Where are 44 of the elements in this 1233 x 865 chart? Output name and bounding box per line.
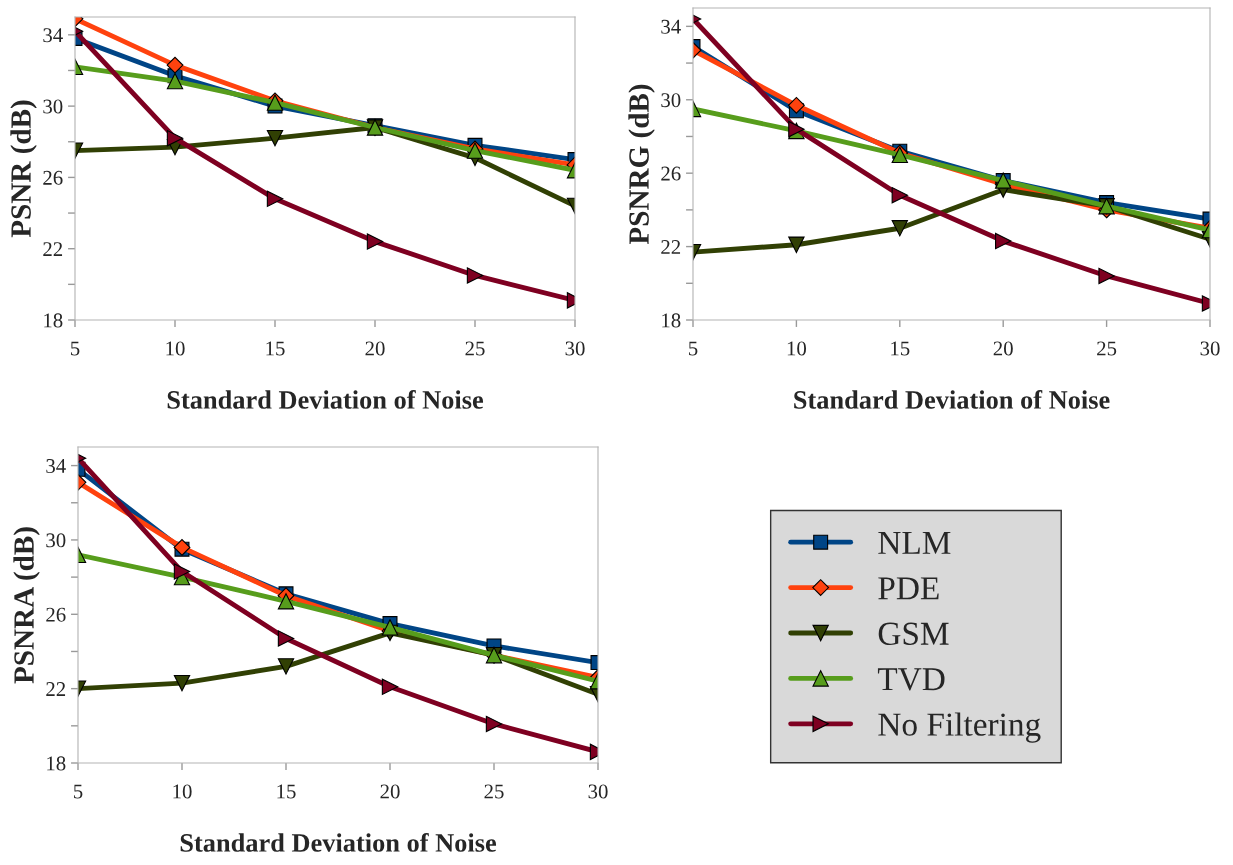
y-tick-label: 18 (44, 313, 63, 328)
y-tick-label: 26 (46, 607, 66, 622)
x-tick-label: 20 (993, 341, 1013, 356)
x-tick-label: 15 (891, 341, 910, 356)
legend-label: GSM (878, 622, 949, 645)
x-tick-label: 20 (380, 784, 400, 799)
y-tick-label: 22 (46, 682, 66, 696)
y-tick-label: 34 (43, 28, 63, 43)
y-tick-label: 26 (661, 166, 681, 181)
y-axis-title: PSNRG (dB) (628, 84, 655, 245)
legend-label: TVD (877, 668, 945, 691)
x-tick-label: 10 (166, 341, 185, 356)
x-tick-label: 25 (465, 341, 485, 356)
x-tick-label: 25 (484, 784, 504, 799)
y-axis-title: PSNR (dB) (10, 100, 37, 238)
x-tick-label: 10 (173, 784, 192, 799)
y-tick-label: 30 (46, 533, 66, 548)
y-tick-label: 34 (46, 459, 66, 474)
x-tick-label: 30 (588, 784, 608, 799)
x-tick-label: 20 (365, 341, 385, 356)
x-axis-title: Standard Deviation of Noise (794, 390, 1110, 409)
x-tick-label: 10 (787, 341, 807, 356)
x-tick-label: 5 (71, 341, 80, 356)
x-tick-label: 5 (74, 784, 83, 799)
legend-label: PDE (878, 577, 939, 600)
y-tick-label: 18 (662, 313, 681, 328)
y-tick-label: 30 (661, 93, 681, 108)
x-tick-label: 30 (1200, 341, 1220, 356)
legend-label: No Filtering (878, 712, 1041, 743)
y-tick-label: 22 (661, 240, 681, 254)
x-tick-label: 30 (565, 341, 585, 356)
y-tick-label: 30 (43, 99, 63, 114)
x-tick-label: 15 (277, 784, 296, 799)
y-tick-label: 18 (47, 756, 66, 771)
y-tick-label: 22 (43, 242, 63, 256)
y-axis-title: PSNRA (dB) (13, 527, 40, 684)
x-axis-title: Standard Deviation of Noise (180, 833, 497, 852)
legend-label: NLM (878, 531, 951, 554)
y-tick-label: 34 (661, 19, 681, 34)
y-tick-label: 26 (43, 170, 63, 185)
x-tick-label: 5 (689, 341, 698, 356)
x-tick-label: 25 (1097, 341, 1117, 356)
x-tick-label: 15 (266, 341, 285, 356)
x-axis-title: Standard Deviation of Noise (167, 390, 484, 409)
